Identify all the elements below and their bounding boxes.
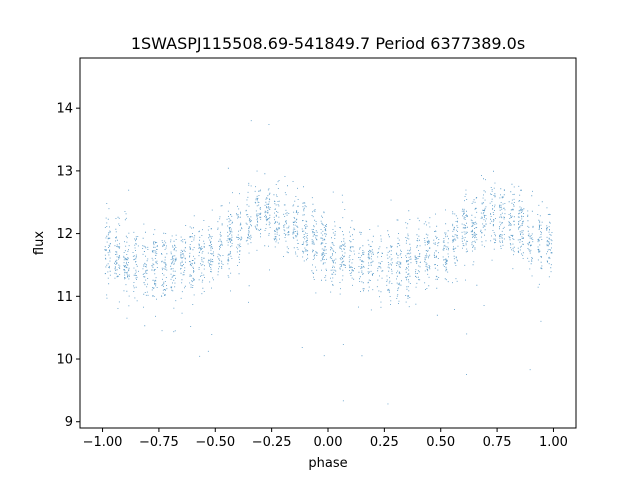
x-tick-label: 1.00 xyxy=(539,435,568,450)
y-axis: 9 10 11 12 13 14 xyxy=(56,102,80,430)
y-axis-label: flux xyxy=(32,231,47,255)
x-tick-label: −0.50 xyxy=(195,435,235,450)
x-tick-label: −0.25 xyxy=(252,435,292,450)
x-tick-label: 0.00 xyxy=(314,435,343,450)
y-tick-label: 9 xyxy=(65,415,73,430)
x-axis: −1.00 −0.75 −0.50 −0.25 0.00 0.25 0.50 0.75 1.00 xyxy=(83,428,568,450)
y-tick-label: 14 xyxy=(56,102,73,117)
x-tick-label: 0.50 xyxy=(426,435,455,450)
x-tick-label: −1.00 xyxy=(83,435,123,450)
y-tick-label: 11 xyxy=(56,290,73,305)
y-tick-label: 12 xyxy=(56,227,73,242)
x-tick-label: −0.75 xyxy=(139,435,179,450)
x-axis-label: phase xyxy=(308,456,347,471)
chart-title: 1SWASPJ115508.69-541849.7 Period 6377389… xyxy=(131,34,525,53)
y-tick-label: 13 xyxy=(56,164,73,179)
x-tick-label: 0.75 xyxy=(483,435,512,450)
x-tick-label: 0.25 xyxy=(370,435,399,450)
y-tick-label: 10 xyxy=(56,353,73,368)
